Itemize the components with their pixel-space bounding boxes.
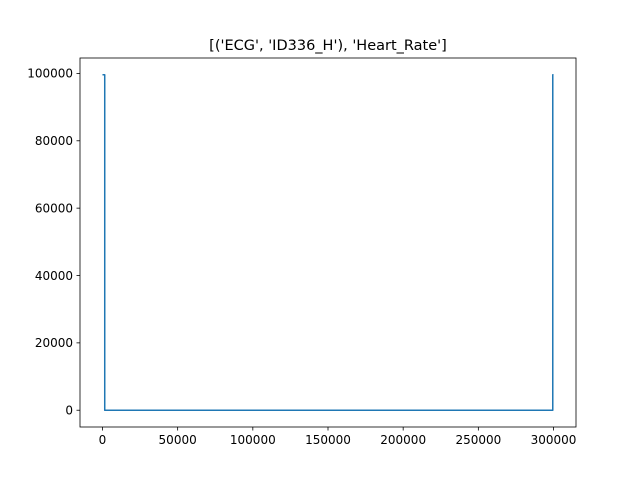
y-axis: 0 20000 40000 60000 80000 100000: [27, 67, 80, 418]
x-tick-label: 150000: [305, 433, 351, 447]
chart-title: [('ECG', 'ID336_H'), 'Heart_Rate']: [209, 38, 447, 54]
series-line-0: [102, 74, 554, 411]
series-layer: [102, 74, 554, 411]
x-tick-label: 250000: [455, 433, 501, 447]
x-tick-label: 50000: [159, 433, 197, 447]
x-tick-label: 0: [99, 433, 107, 447]
y-tick-label: 20000: [35, 336, 73, 350]
y-tick-label: 40000: [35, 269, 73, 283]
y-tick-label: 60000: [35, 201, 73, 215]
y-tick-label: 100000: [27, 67, 73, 81]
x-axis: 0 50000 100000 150000 200000 250000 300000: [99, 427, 577, 447]
y-tick-label: 80000: [35, 134, 73, 148]
x-tick-label: 300000: [531, 433, 577, 447]
y-tick-label: 0: [65, 404, 73, 418]
x-tick-label: 200000: [380, 433, 426, 447]
x-tick-label: 100000: [230, 433, 276, 447]
